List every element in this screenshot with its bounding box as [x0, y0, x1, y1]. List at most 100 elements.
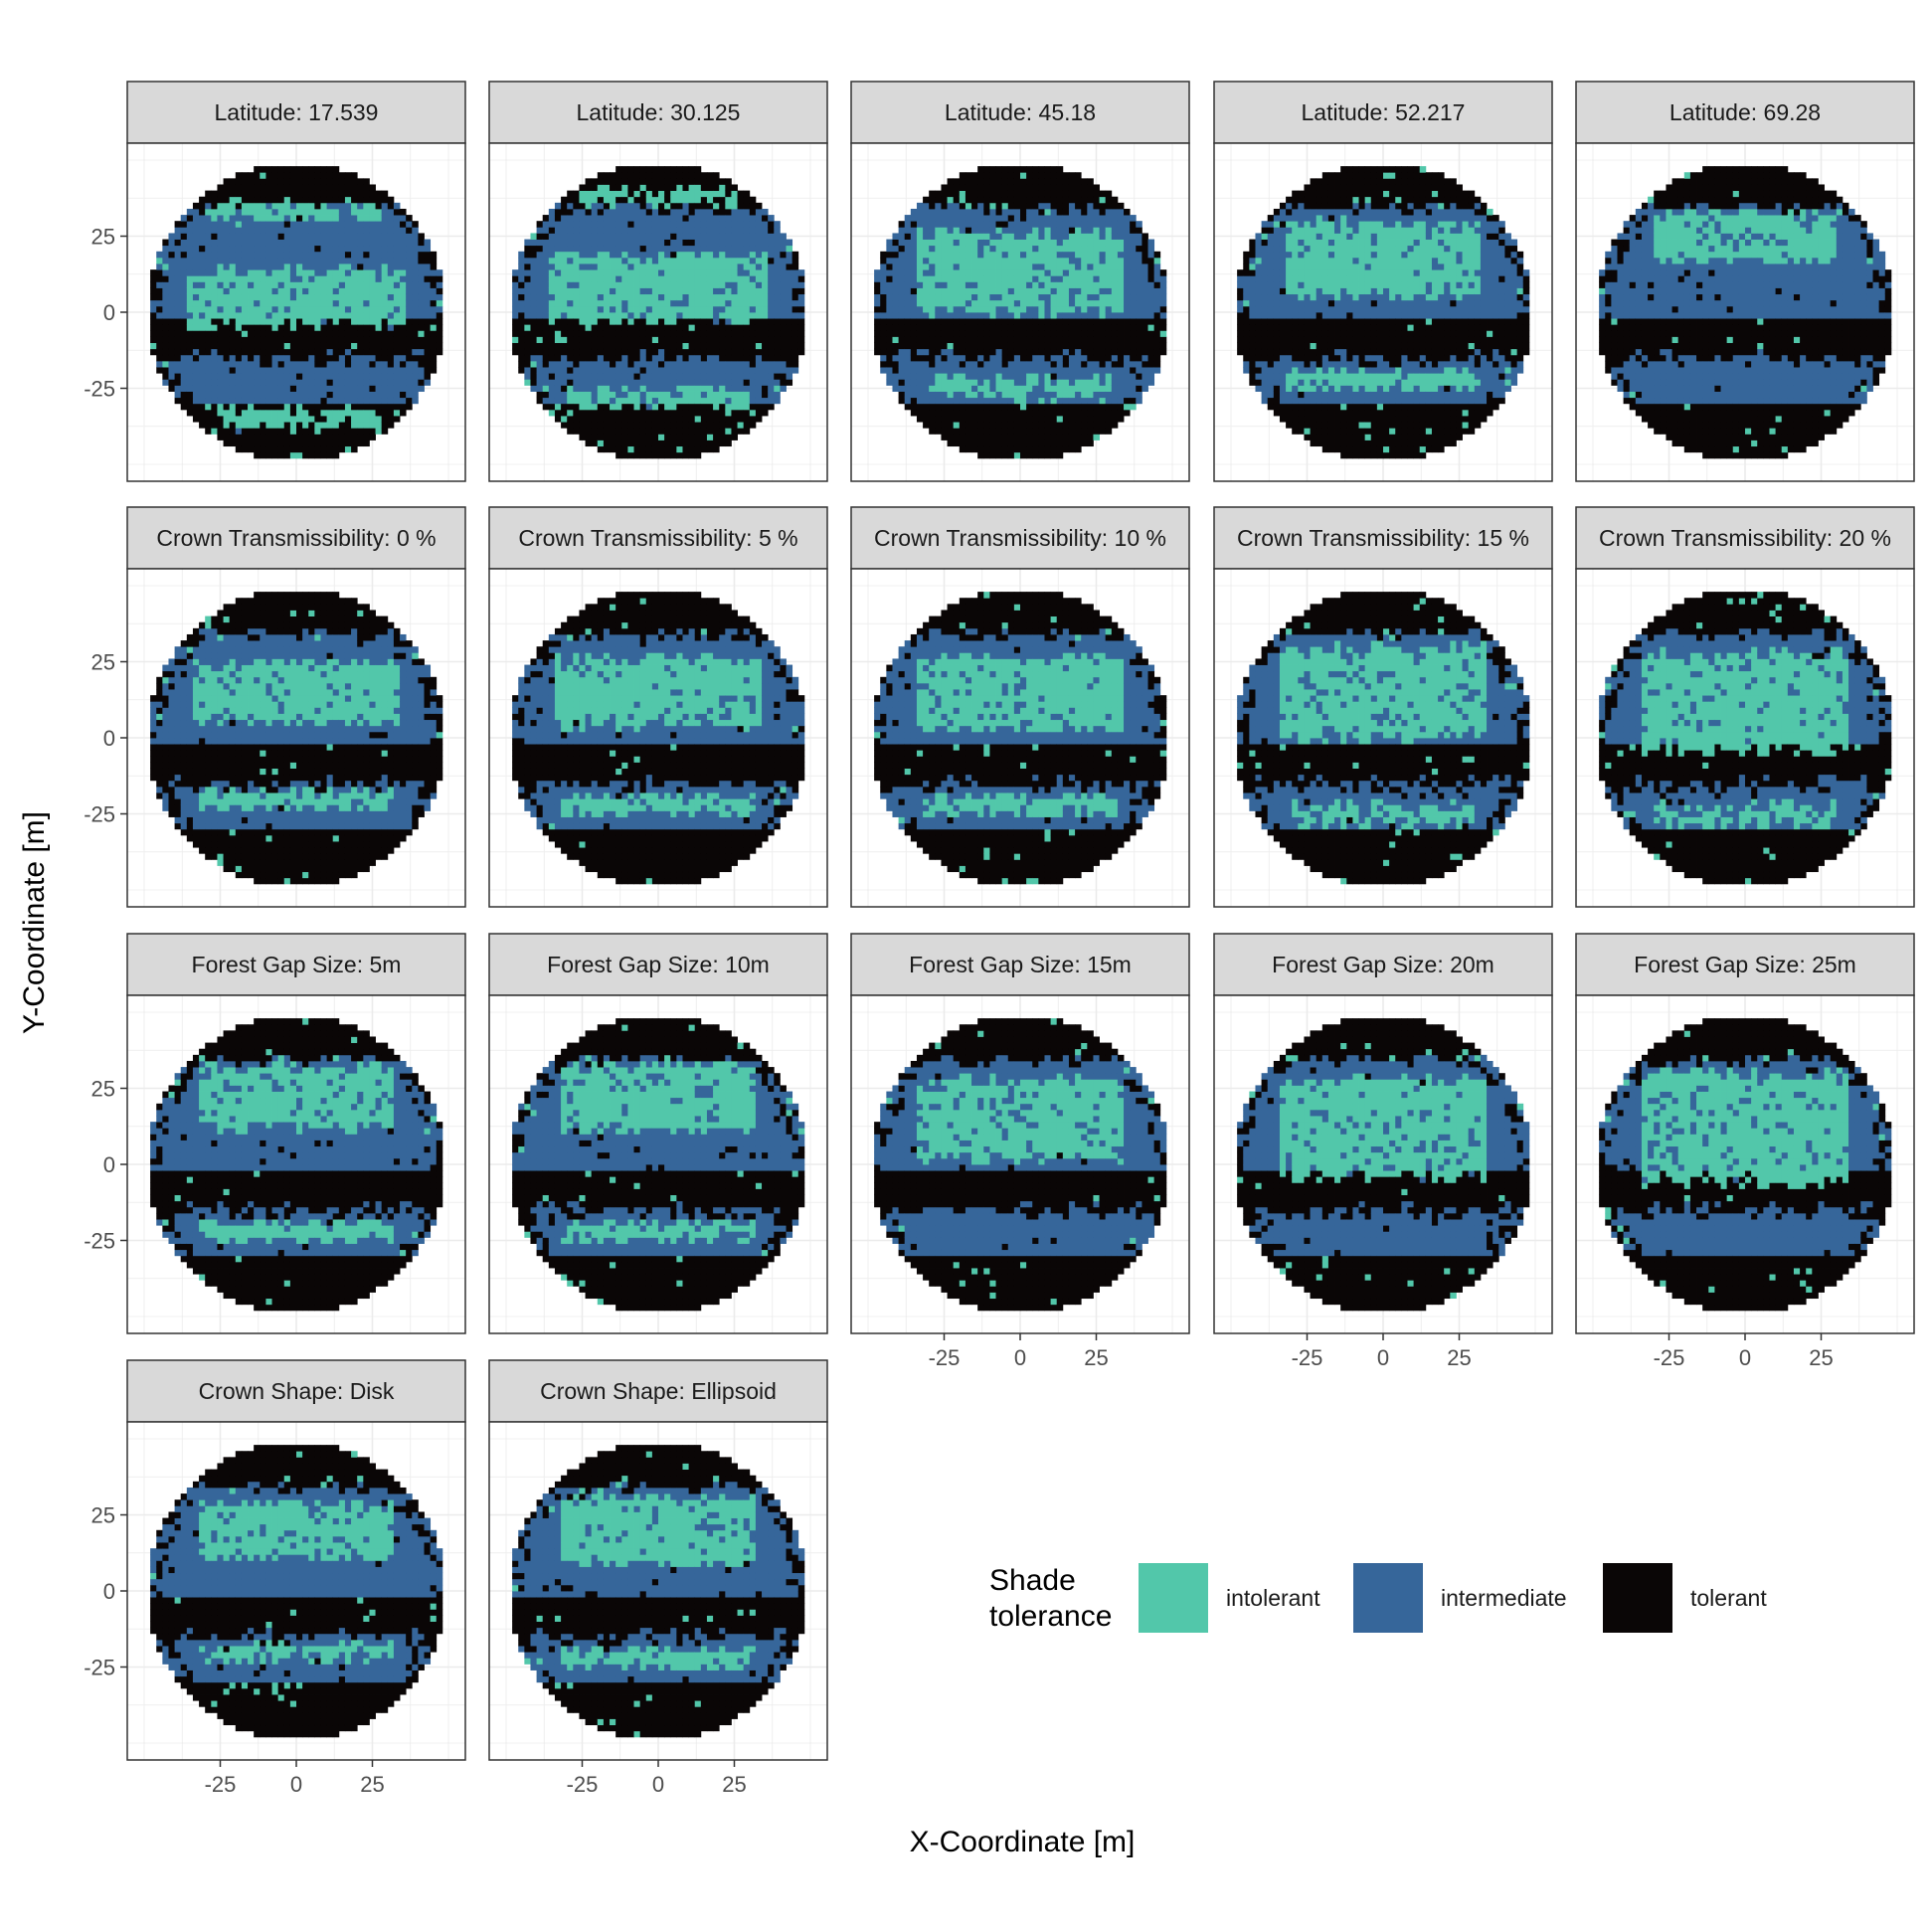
raster-cell [948, 379, 955, 386]
raster-cell [339, 336, 346, 343]
raster-cell [314, 172, 321, 179]
raster-cell [989, 410, 996, 417]
raster-cell [308, 318, 315, 325]
raster-cell [284, 269, 291, 276]
raster-cell [327, 385, 334, 392]
raster-cell [1032, 221, 1039, 228]
raster-cell [948, 240, 955, 247]
raster-cell [935, 349, 942, 356]
raster-cell [929, 197, 936, 204]
raster-cell [604, 373, 611, 380]
raster-cell [357, 306, 364, 313]
raster-cell [983, 215, 990, 222]
raster-cell [573, 312, 580, 319]
raster-cell [156, 343, 163, 350]
raster-cell [290, 373, 297, 380]
raster-cell [290, 416, 297, 423]
raster-cell [278, 422, 285, 429]
raster-cell [713, 246, 720, 253]
raster-cell [278, 385, 285, 392]
raster-cell [780, 233, 787, 240]
raster-cell [874, 324, 881, 331]
raster-cell [971, 269, 978, 276]
raster-cell [1026, 166, 1033, 173]
raster-cell [518, 355, 525, 362]
raster-cell [1044, 258, 1051, 264]
raster-cell [954, 191, 961, 198]
raster-cell [278, 246, 285, 253]
raster-cell [664, 410, 671, 417]
raster-cell [412, 330, 419, 337]
raster-cell [579, 294, 586, 301]
raster-cell [627, 184, 634, 191]
raster-cell [579, 215, 586, 222]
raster-cell [652, 440, 659, 447]
raster-cell [983, 398, 990, 405]
raster-cell [290, 355, 297, 362]
raster-cell [320, 281, 327, 288]
raster-cell [260, 300, 266, 307]
raster-cell [1032, 294, 1039, 301]
raster-cell [156, 294, 163, 301]
raster-cell [579, 416, 586, 423]
raster-cell [394, 263, 401, 270]
raster-cell [333, 385, 340, 392]
raster-cell [357, 263, 364, 270]
raster-cell [290, 209, 297, 216]
raster-cell [518, 300, 525, 307]
raster-cell [555, 361, 562, 368]
raster-cell [1008, 281, 1015, 288]
raster-cell [1020, 373, 1027, 380]
raster-cell [983, 203, 990, 210]
raster-cell [1026, 209, 1033, 216]
raster-cell [211, 361, 218, 368]
raster-cell [960, 252, 966, 259]
raster-cell [1008, 428, 1015, 435]
raster-cell [272, 440, 279, 447]
raster-cell [664, 398, 671, 405]
raster-cell [598, 227, 605, 234]
raster-cell [512, 349, 519, 356]
raster-cell [248, 209, 255, 216]
raster-cell [989, 166, 996, 173]
raster-cell [917, 410, 924, 417]
raster-cell [236, 240, 243, 247]
raster-cell [1008, 275, 1015, 282]
raster-cell [996, 215, 1003, 222]
raster-cell [308, 252, 315, 259]
raster-cell [652, 367, 659, 374]
raster-cell [199, 288, 206, 295]
raster-cell [923, 203, 930, 210]
raster-cell [327, 452, 334, 459]
raster-cell [615, 373, 622, 380]
raster-cell [308, 258, 315, 264]
raster-cell [193, 410, 200, 417]
raster-cell [168, 306, 175, 313]
raster-cell [187, 306, 194, 313]
raster-cell [339, 355, 346, 362]
raster-cell [592, 373, 599, 380]
raster-cell [1002, 404, 1009, 411]
raster-cell [971, 252, 978, 259]
raster-cell [168, 349, 175, 356]
raster-cell [302, 446, 309, 453]
raster-cell [230, 227, 237, 234]
raster-cell [634, 178, 641, 185]
raster-cell [162, 269, 169, 276]
raster-cell [610, 428, 616, 435]
raster-cell [418, 379, 425, 386]
raster-cell [278, 330, 285, 337]
raster-cell [224, 385, 231, 392]
raster-cell [725, 428, 732, 435]
raster-cell [530, 306, 537, 313]
raster-cell [592, 209, 599, 216]
raster-cell [977, 215, 984, 222]
raster-cell [406, 294, 413, 301]
raster-cell [774, 258, 781, 264]
raster-cell [1002, 191, 1009, 198]
raster-cell [265, 258, 272, 264]
raster-cell [567, 404, 574, 411]
raster-cell [217, 330, 224, 337]
raster-cell [412, 246, 419, 253]
raster-cell [977, 343, 984, 350]
